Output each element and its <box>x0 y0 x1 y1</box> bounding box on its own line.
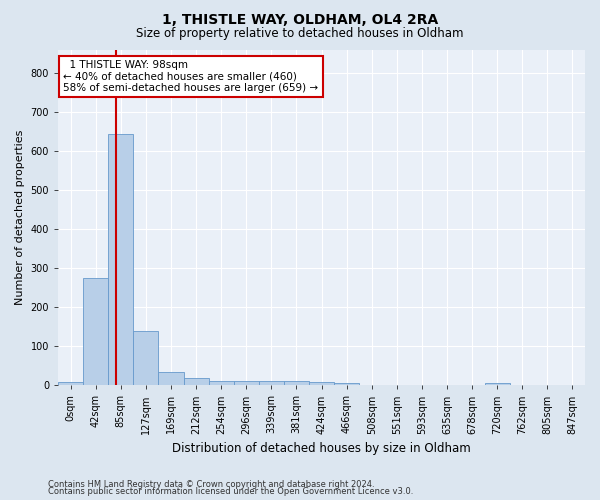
Bar <box>334 384 359 386</box>
Y-axis label: Number of detached properties: Number of detached properties <box>15 130 25 306</box>
Text: 1, THISTLE WAY, OLDHAM, OL4 2RA: 1, THISTLE WAY, OLDHAM, OL4 2RA <box>162 12 438 26</box>
X-axis label: Distribution of detached houses by size in Oldham: Distribution of detached houses by size … <box>172 442 471 455</box>
Bar <box>209 380 234 386</box>
Bar <box>133 330 158 386</box>
Bar <box>108 134 133 386</box>
Bar <box>184 378 209 386</box>
Bar <box>485 382 510 386</box>
Text: Contains HM Land Registry data © Crown copyright and database right 2024.: Contains HM Land Registry data © Crown c… <box>48 480 374 489</box>
Bar <box>259 382 284 386</box>
Text: Size of property relative to detached houses in Oldham: Size of property relative to detached ho… <box>136 28 464 40</box>
Bar <box>284 382 309 386</box>
Bar <box>158 372 184 386</box>
Bar <box>309 382 334 386</box>
Bar <box>234 382 259 386</box>
Bar <box>58 382 83 386</box>
Text: Contains public sector information licensed under the Open Government Licence v3: Contains public sector information licen… <box>48 487 413 496</box>
Text: 1 THISTLE WAY: 98sqm  
← 40% of detached houses are smaller (460)
58% of semi-de: 1 THISTLE WAY: 98sqm ← 40% of detached h… <box>64 60 319 94</box>
Bar <box>83 278 108 386</box>
